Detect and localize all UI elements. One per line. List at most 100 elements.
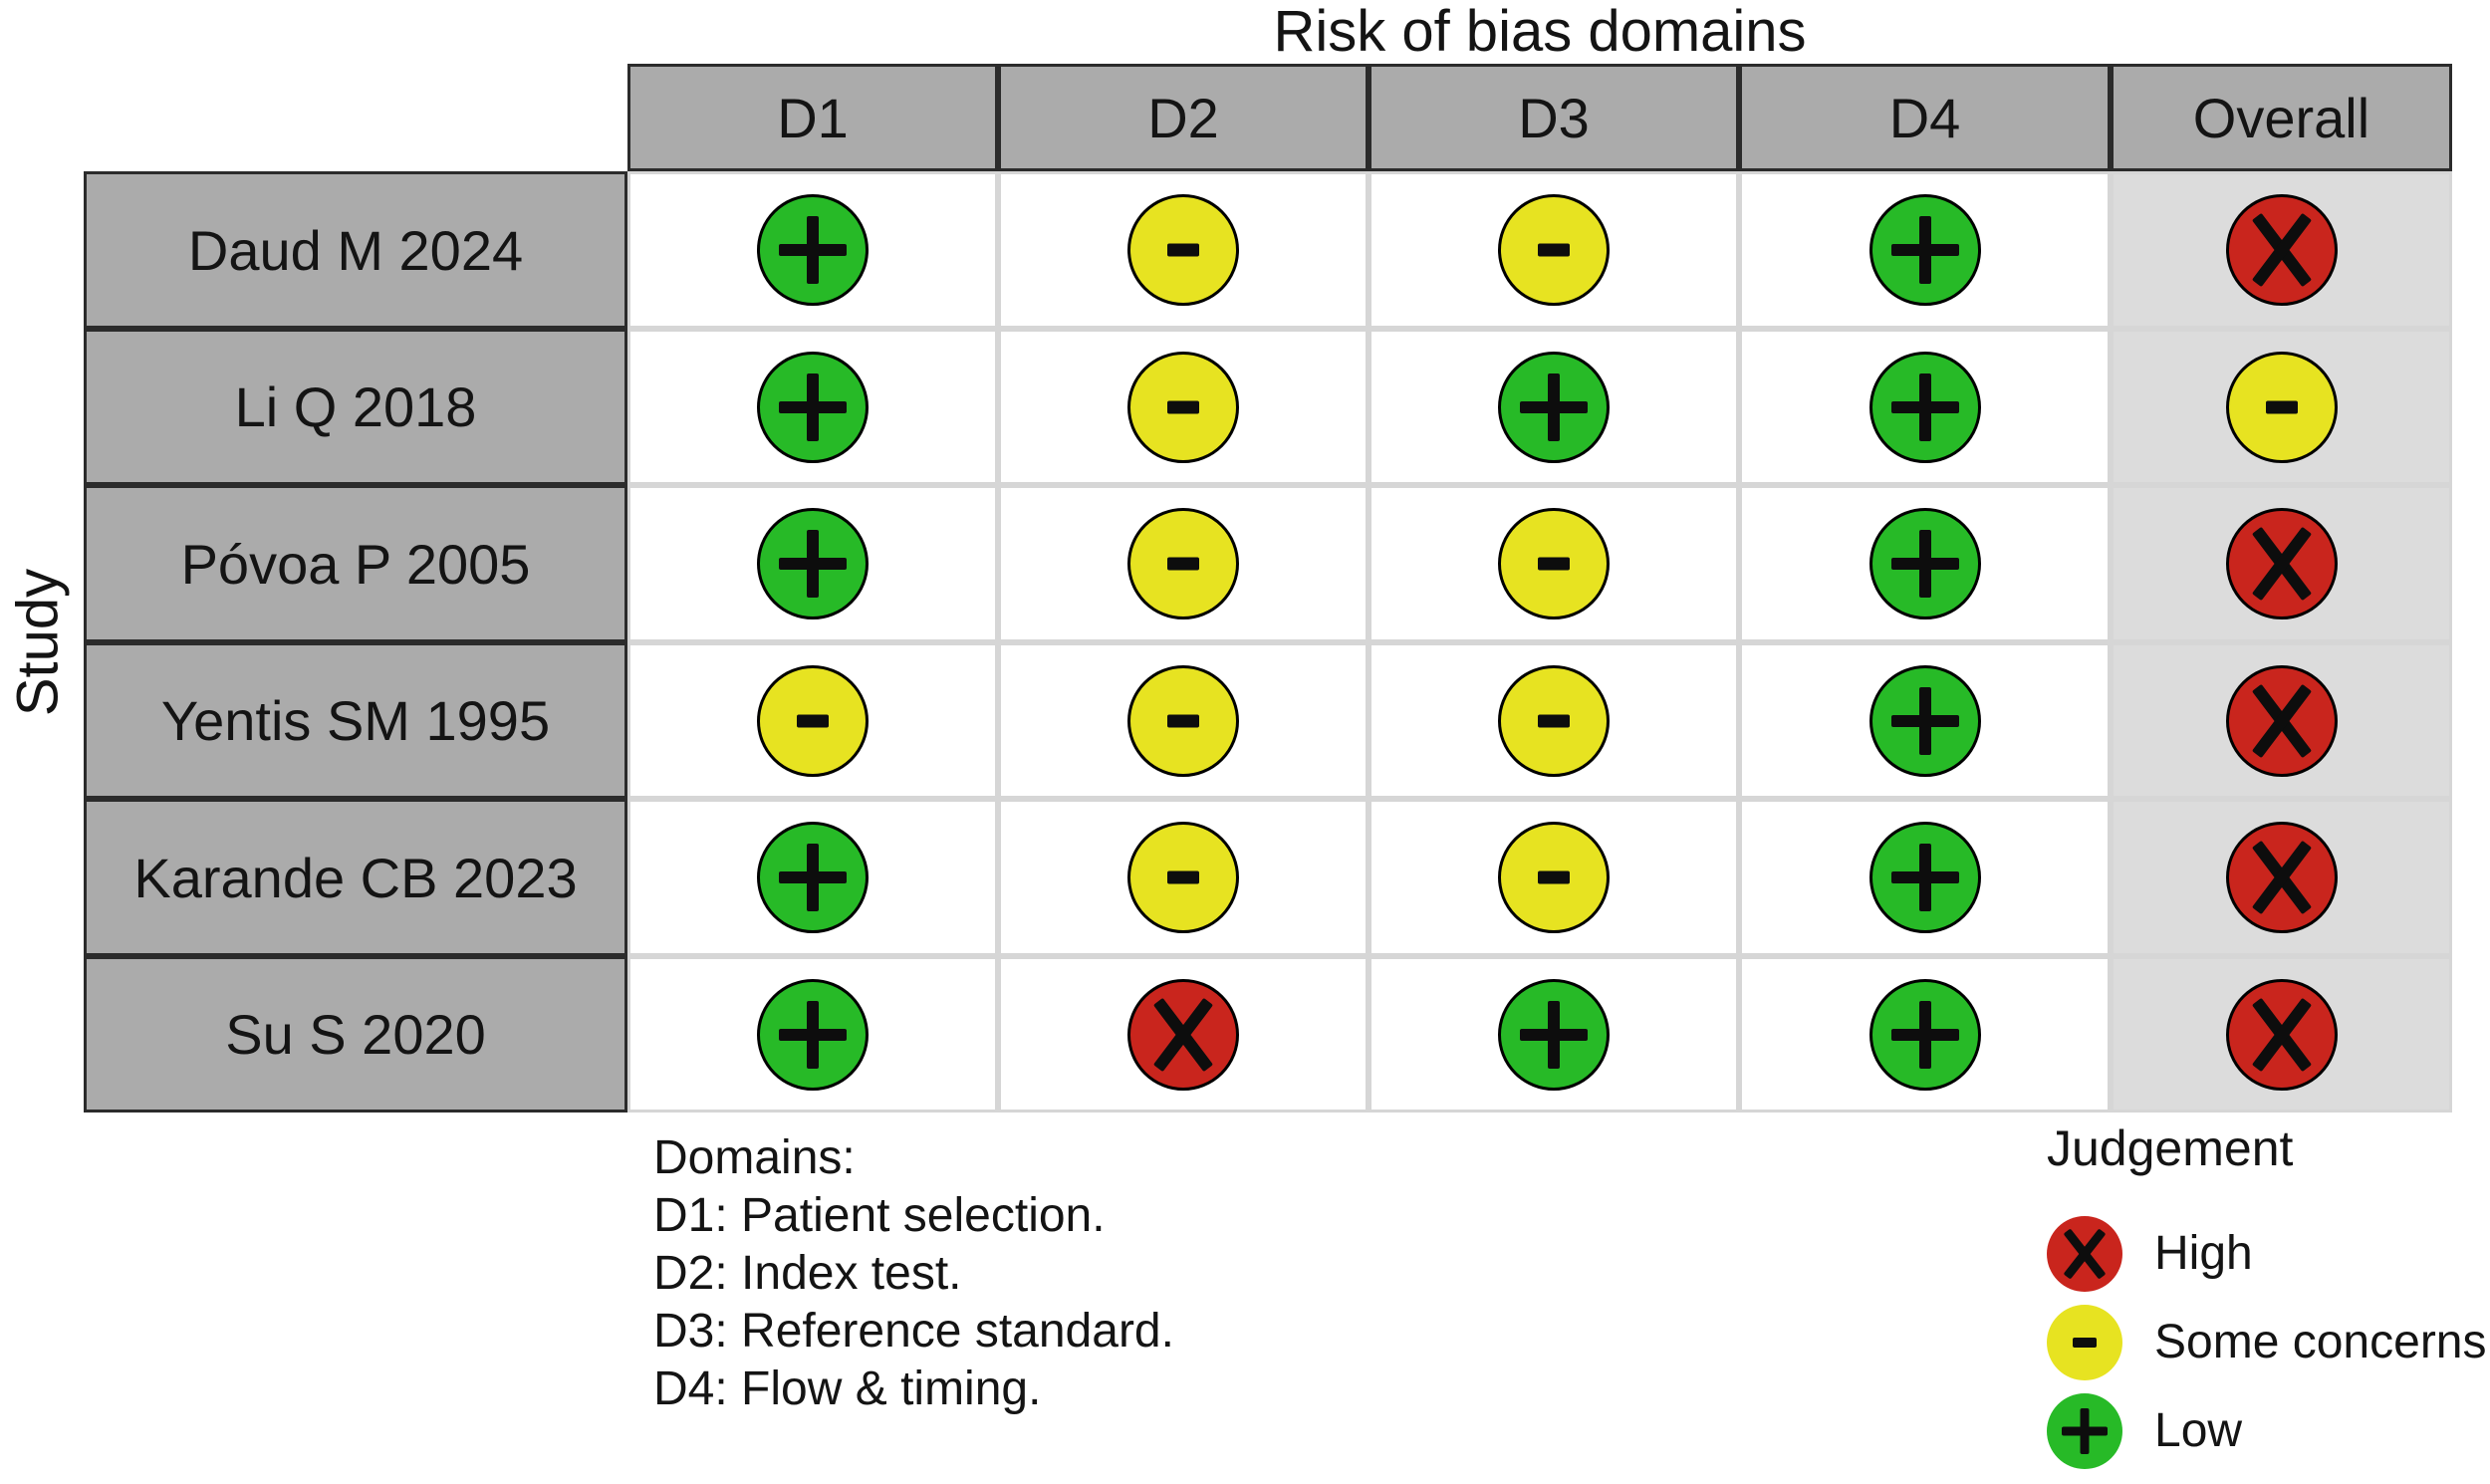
- footnote-line: D3: Reference standard.: [653, 1305, 1174, 1358]
- high-risk-icon: [2225, 508, 2338, 619]
- symbol-stroke: [1548, 372, 1560, 441]
- some-concerns-icon: [1127, 194, 1239, 306]
- symbol-stroke: [1538, 557, 1570, 571]
- column-header-d1: D1: [627, 64, 998, 171]
- symbol-stroke: [807, 530, 819, 598]
- judgement-cell: [627, 329, 998, 485]
- low-risk-icon: [1868, 664, 1981, 777]
- some-concerns-icon: [1498, 508, 1610, 619]
- judgement-cell: [1739, 956, 2111, 1113]
- symbol-stroke: [2073, 1337, 2097, 1348]
- symbol-stroke: [1918, 844, 1931, 911]
- judgement-cell: [1369, 329, 1739, 485]
- low-risk-icon: [1868, 822, 1981, 933]
- some-concerns-icon: [1127, 664, 1239, 777]
- judgement-cell: [627, 485, 998, 642]
- judgement-cell: [2111, 329, 2452, 485]
- high-risk-icon: [1127, 978, 1239, 1091]
- legend-item-high: High: [2047, 1209, 2487, 1298]
- judgement-cell: [1739, 799, 2111, 956]
- judgement-cell: [1739, 485, 2111, 642]
- legend-items: High Some concerns Low: [2047, 1209, 2487, 1475]
- low-risk-icon: [757, 822, 869, 933]
- judgement-cell: [1739, 642, 2111, 799]
- high-risk-icon: [2225, 822, 2338, 933]
- low-risk-icon: [1868, 978, 1981, 1091]
- column-header-label: Overall: [2192, 86, 2370, 149]
- low-risk-icon: [1868, 194, 1981, 306]
- legend-item-some: Some concerns: [2047, 1298, 2487, 1386]
- judgement-cell: [998, 799, 1369, 956]
- column-header-label: D4: [1888, 86, 1961, 149]
- judgement-cell: [1369, 485, 1739, 642]
- symbol-stroke: [1538, 714, 1570, 727]
- judgement-cell: [2111, 485, 2452, 642]
- low-risk-icon: [1498, 351, 1610, 463]
- symbol-stroke: [807, 1000, 819, 1069]
- judgement-cell: [998, 642, 1369, 799]
- study-name: Yentis SM 1995: [160, 689, 551, 752]
- judgement-cell: [1369, 799, 1739, 956]
- legend-item-label: High: [2154, 1227, 2253, 1280]
- some-concerns-icon: [2225, 351, 2338, 463]
- symbol-stroke: [2080, 1407, 2090, 1454]
- study-axis-label: Study: [5, 568, 71, 717]
- legend-item-low: Low: [2047, 1386, 2487, 1475]
- judgement-cell: [1739, 329, 2111, 485]
- low-risk-icon: [1868, 351, 1981, 463]
- low-risk-icon: [2047, 1392, 2122, 1469]
- some-concerns-icon: [757, 664, 869, 777]
- legend-item-label: Some concerns: [2154, 1316, 2487, 1368]
- judgement-cell: [998, 956, 1369, 1113]
- judgement-cell: [1369, 171, 1739, 329]
- judgement-cell: [627, 956, 998, 1113]
- judgement-cell: [998, 329, 1369, 485]
- column-header-overall: Overall: [2111, 64, 2452, 171]
- study-name: Li Q 2018: [234, 375, 477, 438]
- symbol-stroke: [1918, 1000, 1931, 1069]
- symbol-stroke: [1918, 372, 1931, 441]
- column-header-d3: D3: [1369, 64, 1739, 171]
- low-risk-icon: [757, 194, 869, 306]
- study-label: Daud M 2024: [84, 171, 627, 329]
- legend-item-label: Low: [2154, 1404, 2243, 1457]
- column-header-label: D2: [1147, 86, 1219, 149]
- judgement-cell: [1369, 956, 1739, 1113]
- high-risk-icon: [2047, 1215, 2122, 1292]
- symbol-stroke: [1167, 243, 1199, 257]
- judgement-legend: Judgement High Some concerns Low: [2047, 1119, 2487, 1475]
- judgement-cell: [627, 799, 998, 956]
- study-name: Su S 2020: [225, 1003, 486, 1066]
- symbol-stroke: [1538, 870, 1570, 884]
- symbol-stroke: [1167, 400, 1199, 413]
- judgement-cell: [1369, 642, 1739, 799]
- some-concerns-icon: [1127, 508, 1239, 619]
- symbol-stroke: [797, 714, 829, 727]
- symbol-stroke: [1538, 243, 1570, 257]
- symbol-stroke: [1167, 714, 1199, 727]
- footnote-heading: Domains:: [653, 1131, 856, 1184]
- study-name: Daud M 2024: [187, 218, 524, 282]
- judgement-cell: [998, 485, 1369, 642]
- study-label: Li Q 2018: [84, 329, 627, 485]
- judgement-cell: [627, 642, 998, 799]
- figure-title: Risk of bias domains: [1273, 0, 1807, 64]
- footnote-line: D2: Index test.: [653, 1247, 962, 1300]
- low-risk-icon: [1868, 508, 1981, 619]
- judgement-cell: [998, 171, 1369, 329]
- column-header-d4: D4: [1739, 64, 2111, 171]
- column-header-d2: D2: [998, 64, 1369, 171]
- judgement-cell: [1739, 171, 2111, 329]
- judgement-cell: [2111, 956, 2452, 1113]
- column-header-label: D1: [777, 86, 849, 149]
- symbol-stroke: [1548, 1000, 1560, 1069]
- low-risk-icon: [757, 508, 869, 619]
- low-risk-icon: [757, 978, 869, 1091]
- footnote-line: D4: Flow & timing.: [653, 1362, 1042, 1415]
- symbol-stroke: [2265, 400, 2298, 413]
- high-risk-icon: [2225, 664, 2338, 777]
- judgement-cell: [627, 171, 998, 329]
- study-label: Karande CB 2023: [84, 799, 627, 956]
- symbol-stroke: [1167, 557, 1199, 571]
- symbol-stroke: [1918, 216, 1931, 284]
